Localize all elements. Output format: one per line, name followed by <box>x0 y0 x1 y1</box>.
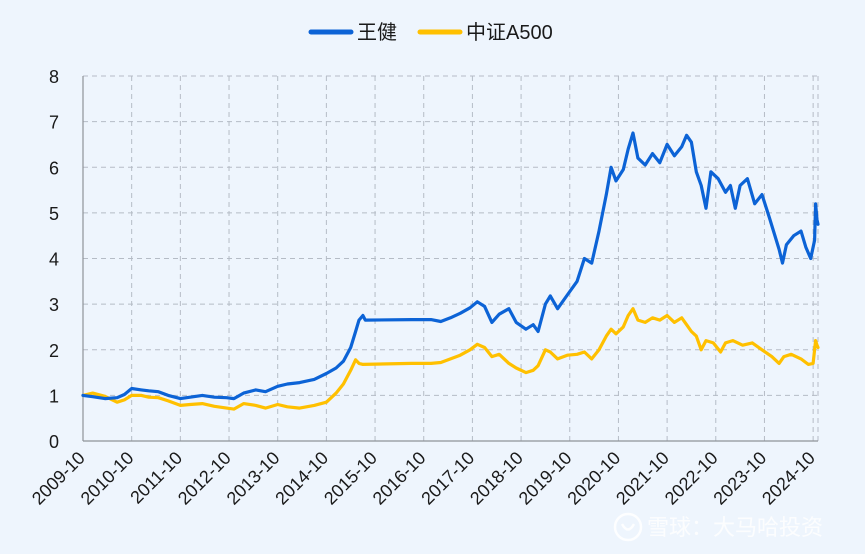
x-tick-label: 2024-10 <box>758 448 819 509</box>
x-tick-label: 2022-10 <box>661 448 722 509</box>
x-tick-label: 2010-10 <box>77 448 138 509</box>
legend-label-csia500: 中证A500 <box>466 21 553 44</box>
x-tick-label: 2016-10 <box>369 448 430 509</box>
y-tick-label: 4 <box>49 250 59 270</box>
watermark-text: 雪球：大马哈投资 <box>647 515 823 540</box>
x-tick-label: 2021-10 <box>612 448 673 509</box>
x-tick-label: 2012-10 <box>174 448 235 509</box>
x-tick-labels: 2009-102010-102011-102012-102013-102014-… <box>28 448 819 509</box>
legend-label-wangjian: 王健 <box>357 21 397 44</box>
x-tick-label: 2023-10 <box>709 448 770 509</box>
legend: 王健 中证A500 <box>308 21 553 44</box>
y-tick-label: 8 <box>49 67 59 87</box>
y-tick-labels: 0 1 2 3 4 5 6 7 8 <box>49 67 59 452</box>
watermark: 雪球：大马哈投资 <box>613 512 823 542</box>
y-tick-label: 0 <box>49 432 59 452</box>
series-lines <box>81 131 820 411</box>
y-tick-label: 2 <box>49 341 59 361</box>
y-tick-label: 6 <box>49 158 59 178</box>
y-tick-label: 5 <box>49 204 59 224</box>
x-tick-label: 2009-10 <box>28 448 89 509</box>
legend-item-wangjian: 王健 <box>308 21 397 44</box>
x-tick-label: 2018-10 <box>466 448 527 509</box>
y-tick-label: 1 <box>49 386 59 406</box>
x-tick-label: 2013-10 <box>223 448 284 509</box>
grid <box>83 75 819 441</box>
x-tick-label: 2019-10 <box>515 448 576 509</box>
x-tick-label: 2020-10 <box>563 448 624 509</box>
x-tick-label: 2014-10 <box>271 448 332 509</box>
snowball-logo-icon <box>613 512 643 542</box>
y-tick-label: 3 <box>49 295 59 315</box>
y-tick-label: 7 <box>49 113 59 133</box>
series-line-wangjian <box>81 131 820 401</box>
series-line-csia500 <box>81 307 820 411</box>
x-tick-label: 2015-10 <box>320 448 381 509</box>
legend-item-csia500: 中证A500 <box>417 21 553 44</box>
axes <box>82 76 818 442</box>
x-tick-label: 2017-10 <box>417 448 478 509</box>
